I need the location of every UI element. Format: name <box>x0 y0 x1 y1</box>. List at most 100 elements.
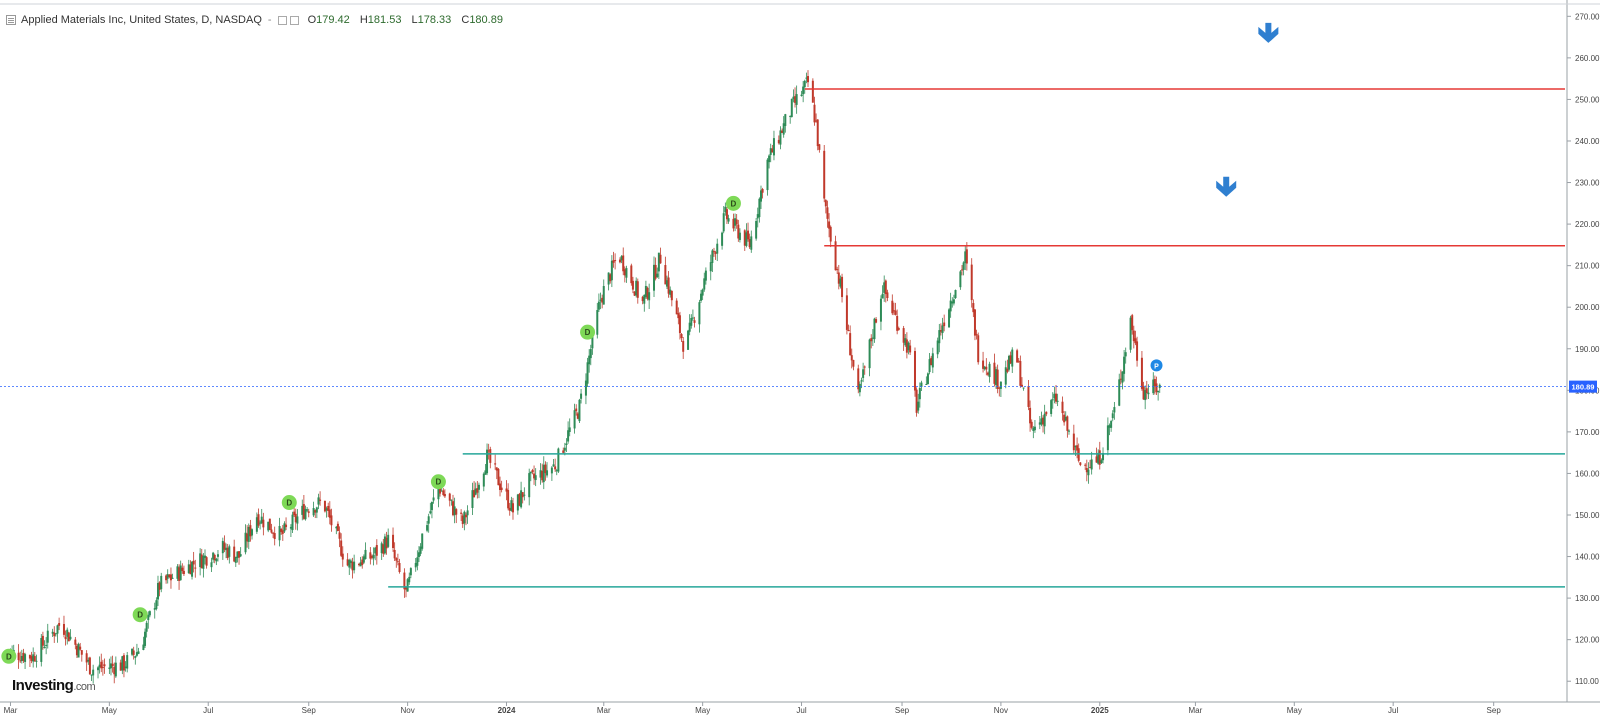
candle-down <box>816 119 819 147</box>
candle-up <box>1123 356 1126 374</box>
candle-down <box>442 490 445 495</box>
candle-down <box>476 488 479 493</box>
candle-up <box>427 516 430 524</box>
candle-down <box>1030 421 1033 428</box>
candle-up <box>202 555 205 569</box>
candle-up <box>160 575 163 590</box>
candle-up <box>1008 355 1011 370</box>
candle-up <box>1113 407 1116 413</box>
candle-up <box>573 410 576 429</box>
candle-up <box>426 525 429 531</box>
candle-down <box>452 501 455 516</box>
candle-down <box>439 486 442 494</box>
dividend-marker-label: D <box>286 499 292 508</box>
visibility-toggle-icon[interactable] <box>289 15 299 25</box>
candle-up <box>255 517 258 532</box>
candle-down <box>28 655 31 659</box>
candle-up <box>421 533 424 549</box>
candle-down <box>79 646 82 650</box>
candle-down <box>1134 338 1137 344</box>
candle-up <box>578 399 581 422</box>
candle-down <box>823 150 826 199</box>
menu-icon[interactable] <box>6 15 16 25</box>
candle-down <box>737 224 740 239</box>
candle-up <box>688 322 691 332</box>
candle-down <box>667 277 670 294</box>
settings-toggle-icon[interactable] <box>277 15 287 25</box>
candle-up <box>43 647 46 649</box>
candle-up <box>466 510 469 516</box>
candle-up <box>949 300 952 312</box>
candle-up <box>557 448 560 472</box>
candle-down <box>609 274 612 282</box>
candle-down <box>1045 411 1048 415</box>
investing-logo: Investing.com <box>12 677 96 694</box>
candle-up <box>625 268 628 278</box>
candle-up <box>1056 400 1059 402</box>
candle-up <box>364 549 367 559</box>
candle-up <box>187 564 190 574</box>
candle-up <box>534 475 537 481</box>
candle-down <box>341 553 344 560</box>
candle-up <box>406 579 409 592</box>
dividend-marker-icon <box>580 324 596 340</box>
candle-up <box>1158 384 1161 388</box>
candle-down <box>351 561 354 571</box>
candle-up <box>591 331 594 349</box>
candle-up <box>768 155 771 163</box>
candle-up <box>244 532 247 553</box>
candle-down <box>902 328 905 343</box>
candle-down <box>85 653 88 663</box>
y-tick-label: 120.00 <box>1575 636 1600 645</box>
candle-down <box>641 296 644 302</box>
candle-down <box>682 340 685 352</box>
candle-up <box>45 644 48 646</box>
candle-up <box>216 554 219 557</box>
candle-up <box>1157 391 1160 393</box>
candle-down <box>464 514 467 518</box>
candle-down <box>1016 350 1019 363</box>
candle-up <box>387 534 390 547</box>
candle-down <box>494 463 497 465</box>
candle-up <box>918 388 921 400</box>
candle-down <box>302 504 305 519</box>
candle-down <box>960 269 963 271</box>
candle-down <box>875 319 878 323</box>
candle-up <box>1102 453 1105 461</box>
candle-up <box>134 656 137 658</box>
candle-up <box>1090 459 1093 470</box>
candle-down <box>618 259 621 263</box>
candle-up <box>108 667 111 669</box>
candle-up <box>416 557 419 566</box>
dividend-marker-label: D <box>585 328 591 337</box>
candle-down <box>939 329 942 332</box>
earnings-marker-label: P <box>1154 363 1159 370</box>
candle-up <box>928 359 931 373</box>
candle-up <box>782 123 785 135</box>
candle-up <box>155 600 158 609</box>
candle-up <box>362 556 365 563</box>
candle-up <box>995 369 998 385</box>
candle-up <box>179 565 182 581</box>
candle-down <box>336 523 339 532</box>
candle-up <box>348 559 351 568</box>
candle-down <box>375 545 378 556</box>
candle-down <box>677 313 680 319</box>
candle-down <box>340 540 343 556</box>
candle-up <box>738 232 741 240</box>
candle-up <box>419 546 422 554</box>
candle-down <box>829 226 832 242</box>
candle-down <box>562 450 565 453</box>
candle-down <box>915 389 918 413</box>
candle-down <box>246 533 249 542</box>
candle-down <box>398 562 401 573</box>
candle-up <box>1108 425 1111 428</box>
candle-down <box>461 515 464 525</box>
candle-up <box>349 560 352 564</box>
candle-down <box>205 557 208 566</box>
candle-down <box>262 519 265 528</box>
candle-up <box>199 553 202 568</box>
down-arrow-icon <box>1216 176 1237 197</box>
candle-down <box>807 76 810 83</box>
